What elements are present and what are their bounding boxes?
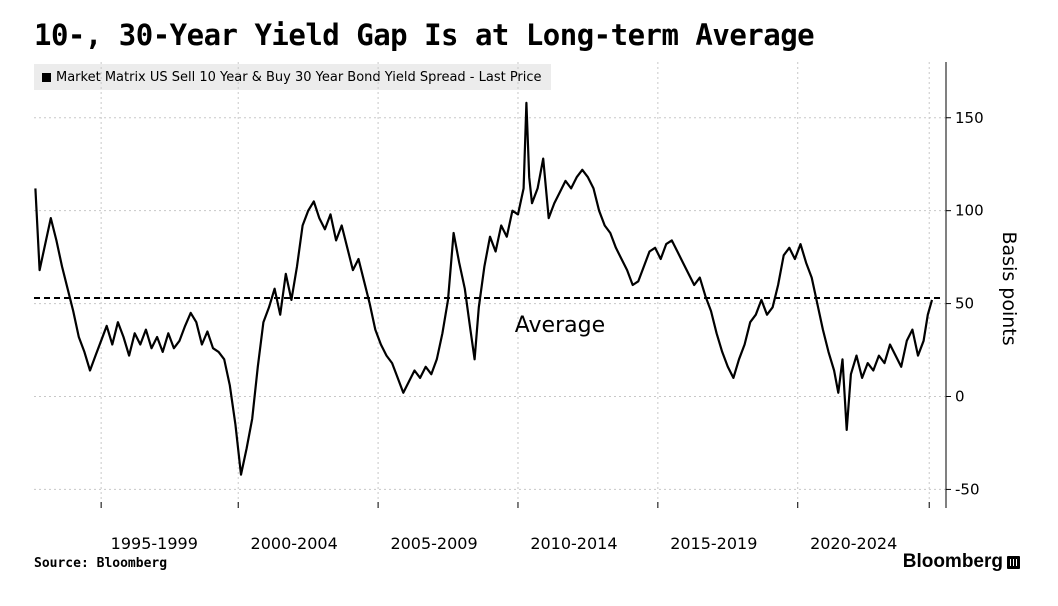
source-note: Source: Bloomberg <box>34 556 168 571</box>
y-tick-label: 50 <box>955 295 974 313</box>
x-tick-label: 2000-2004 <box>251 534 338 553</box>
average-line-group: Average <box>34 297 942 338</box>
y-tick-label: 0 <box>955 388 965 406</box>
y-axis-label: Basis points <box>998 232 1020 346</box>
x-tick-label: 1995-1999 <box>111 534 198 553</box>
series-group <box>34 101 934 476</box>
x-axis: 1995-1999 2000-2004 2005-2009 2010-2014 2015… <box>100 502 930 553</box>
brand-name: Bloomberg <box>902 551 1003 572</box>
average-annotation: Average <box>515 313 605 338</box>
x-tick-label: 2010-2014 <box>530 534 617 553</box>
x-tick-label: 2020-2024 <box>810 534 897 553</box>
y-tick-label: 150 <box>955 109 984 127</box>
legend: Market Matrix US Sell 10 Year & Buy 30 Y… <box>34 64 551 90</box>
legend-label: Market Matrix US Sell 10 Year & Buy 30 Y… <box>56 69 542 85</box>
x-tick-label: 2015-2019 <box>670 534 757 553</box>
y-tick-label: -50 <box>955 480 980 498</box>
series-line <box>34 101 934 476</box>
y-tick-label: 100 <box>955 202 984 220</box>
y-axis: -50 0 50 100 150 <box>946 109 984 498</box>
bloomberg-logo: Bloomberg <box>903 551 1020 573</box>
chart-title: 10-, 30-Year Yield Gap Is at Long-term A… <box>34 18 815 52</box>
bloomberg-terminal-icon <box>1007 555 1020 569</box>
legend-swatch <box>42 72 51 82</box>
x-tick-label: 2005-2009 <box>390 534 477 553</box>
grid <box>34 62 946 508</box>
